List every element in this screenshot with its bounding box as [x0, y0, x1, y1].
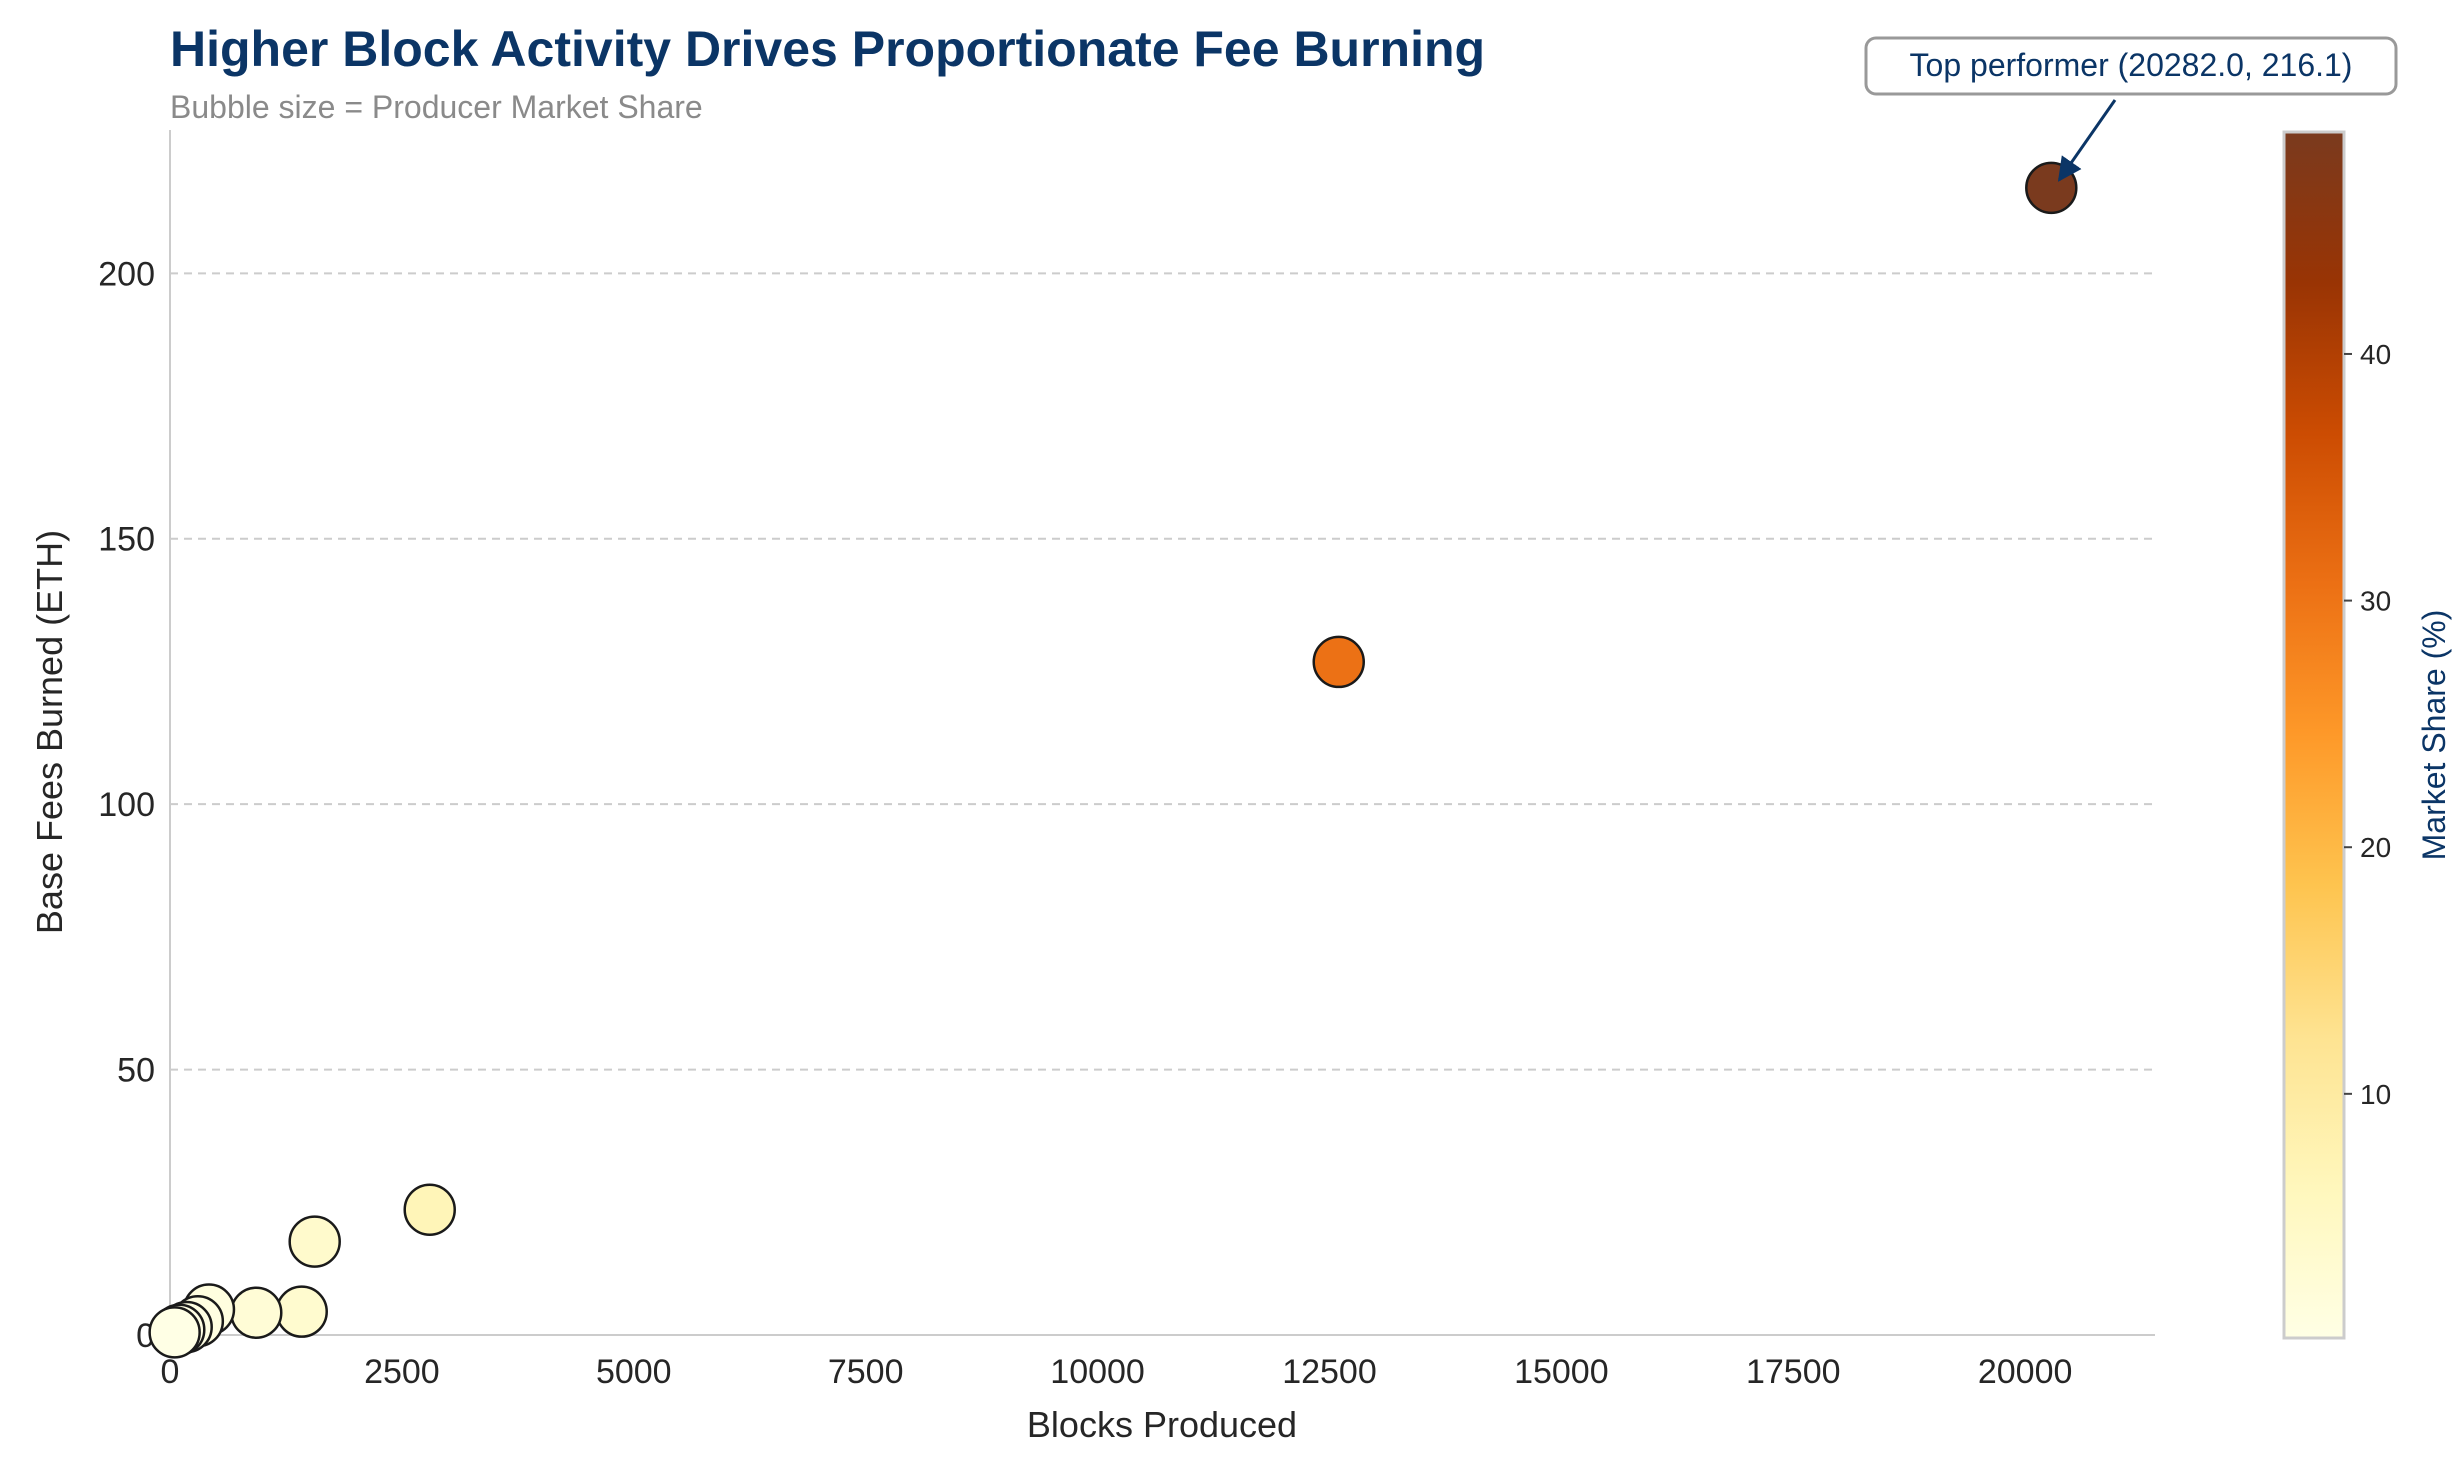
x-axis-label: Blocks Produced: [1027, 1404, 1297, 1445]
colorbar-gradient: [2282, 130, 2346, 1340]
x-tick-label-6: 15000: [1514, 1353, 1609, 1391]
y-tick-label-4: 200: [98, 255, 155, 293]
x-tick-label-0: 0: [161, 1353, 180, 1391]
colorbar-label: Market Share (%): [2416, 610, 2452, 861]
data-point-3: [288, 1215, 341, 1268]
annotation-arrow: [2057, 99, 2117, 182]
x-tick-label-7: 17500: [1746, 1353, 1841, 1391]
y-axis-label: Base Fees Burned (ETH): [29, 530, 70, 934]
colorbar: 10 20 30 40 Market Share (%): [2282, 130, 2452, 1340]
annotation-box: [1864, 36, 2398, 96]
chart-subtitle: Bubble size = Producer Market Share: [170, 89, 703, 125]
colorbar-tick-label-3: 40: [2360, 339, 2391, 370]
y-tick-label-1: 50: [117, 1052, 155, 1090]
top-performer-annotation: Top performer (20282.0, 216.1): [1864, 36, 2398, 182]
x-tick-label-5: 12500: [1282, 1353, 1377, 1391]
colorbar-ticks: 10 20 30 40: [2344, 339, 2391, 1110]
data-point-0: [2025, 161, 2078, 215]
y-tick-label-2: 100: [98, 786, 155, 824]
y-tick-label-3: 150: [98, 521, 155, 559]
chart-title: Higher Block Activity Drives Proportiona…: [170, 21, 1485, 77]
x-tick-label-2: 5000: [596, 1353, 672, 1391]
data-point-10: [148, 1306, 201, 1359]
annotation-text: Top performer (20282.0, 216.1): [1910, 47, 2353, 83]
data-point-4: [275, 1285, 328, 1338]
x-tick-label-3: 7500: [828, 1353, 904, 1391]
colorbar-tick-label-2: 30: [2360, 586, 2391, 617]
data-point-5: [230, 1286, 283, 1339]
x-tick-label-4: 10000: [1050, 1353, 1145, 1391]
gridlines: [170, 272, 2155, 1336]
x-tick-labels: 0 2500 5000 7500 10000 12500 15000 17500 20000: [161, 1353, 2073, 1391]
data-point-1: [1312, 635, 1365, 689]
data-points: [148, 161, 2078, 1359]
colorbar-tick-label-0: 10: [2360, 1079, 2391, 1110]
x-tick-label-8: 20000: [1978, 1353, 2073, 1391]
colorbar-tick-label-1: 20: [2360, 832, 2391, 863]
data-point-2: [403, 1183, 456, 1236]
x-tick-label-1: 2500: [364, 1353, 440, 1391]
